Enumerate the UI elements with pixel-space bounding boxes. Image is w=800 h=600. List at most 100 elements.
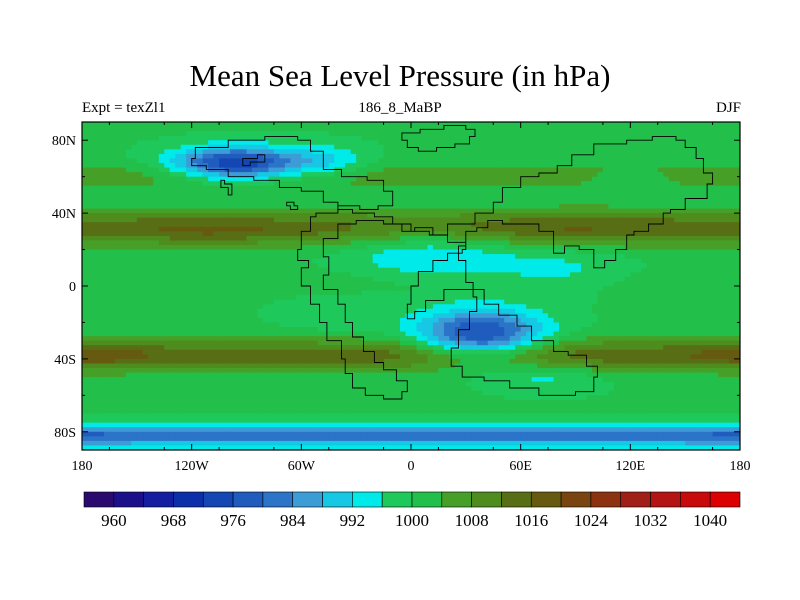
pressure-cell <box>142 149 149 155</box>
pressure-cell <box>635 304 642 310</box>
pressure-cell <box>520 276 527 283</box>
pressure-cell <box>537 245 544 251</box>
pressure-cell <box>526 290 533 296</box>
pressure-cell <box>564 231 571 237</box>
pressure-cell <box>142 181 149 187</box>
pressure-cell <box>690 272 697 278</box>
pressure-cell <box>180 131 187 137</box>
pressure-cell <box>624 158 631 164</box>
pressure-cell <box>416 194 423 201</box>
pressure-cell <box>394 135 401 141</box>
pressure-cell <box>82 135 89 141</box>
pressure-cell <box>224 163 231 169</box>
pressure-cell <box>597 135 604 141</box>
pressure-cell <box>498 222 505 228</box>
pressure-cell <box>674 149 681 155</box>
pressure-cell <box>230 295 237 301</box>
pressure-cell <box>306 276 313 283</box>
pressure-cell <box>224 122 231 128</box>
pressure-cell <box>273 163 280 169</box>
pressure-cell <box>591 135 599 141</box>
pressure-cell <box>328 181 335 187</box>
pressure-cell <box>394 231 401 237</box>
pressure-cell <box>635 185 642 191</box>
pressure-cell <box>312 194 319 201</box>
pressure-cell <box>542 208 549 214</box>
pressure-cell <box>224 185 231 191</box>
pressure-cell <box>306 258 313 264</box>
pressure-cell <box>729 290 736 296</box>
pressure-cell <box>465 281 472 287</box>
pressure-cell <box>602 286 609 292</box>
pressure-cell <box>383 263 390 269</box>
pressure-cell <box>454 144 461 150</box>
pressure-cell <box>301 144 308 150</box>
pressure-cell <box>520 213 527 219</box>
pressure-cell <box>202 140 209 146</box>
pressure-cell <box>372 267 379 273</box>
pressure-cell <box>663 235 670 242</box>
pressure-cell <box>482 240 489 246</box>
pressure-cell <box>323 122 330 128</box>
pressure-cell <box>723 149 730 155</box>
pressure-cell <box>367 199 374 205</box>
pressure-cell <box>487 272 494 278</box>
pressure-cell <box>537 231 544 237</box>
pressure-cell <box>273 231 280 237</box>
pressure-cell <box>202 299 209 305</box>
pressure-cell <box>279 122 286 128</box>
pressure-cell <box>120 122 127 128</box>
pressure-cell <box>169 258 176 264</box>
pressure-cell <box>323 245 330 251</box>
pressure-cell <box>158 276 165 283</box>
pressure-cell <box>498 226 505 232</box>
pressure-cell <box>208 153 215 160</box>
pressure-cell <box>542 222 549 228</box>
pressure-cell <box>284 144 291 150</box>
pressure-cell <box>597 208 604 214</box>
pressure-cell <box>624 258 631 264</box>
pressure-cell <box>548 245 555 251</box>
pressure-cell <box>619 131 626 137</box>
pressure-cell <box>504 249 511 255</box>
pressure-cell <box>723 290 730 296</box>
pressure-cell <box>559 235 566 242</box>
pressure-cell <box>602 204 609 210</box>
pressure-cell <box>230 276 237 283</box>
pressure-cell <box>394 153 401 160</box>
pressure-cell <box>602 185 609 191</box>
pressure-cell <box>383 167 390 173</box>
pressure-cell <box>224 217 231 223</box>
pressure-cell <box>367 149 374 155</box>
pressure-cell <box>169 172 176 178</box>
pressure-cell <box>608 290 615 296</box>
pressure-cell <box>487 295 494 301</box>
pressure-cell <box>652 208 659 214</box>
pressure-cell <box>273 149 280 155</box>
pressure-cell <box>197 204 204 210</box>
pressure-cell <box>591 235 599 242</box>
pressure-cell <box>729 281 736 287</box>
pressure-cell <box>186 245 193 251</box>
pressure-cell <box>306 194 313 201</box>
pressure-cell <box>120 199 127 205</box>
pressure-cell <box>284 213 291 219</box>
pressure-cell <box>707 122 714 128</box>
pressure-cell <box>284 295 291 301</box>
pressure-cell <box>712 122 719 128</box>
pressure-cell <box>180 172 187 178</box>
pressure-cell <box>509 217 516 223</box>
pressure-cell <box>339 208 346 214</box>
pressure-cell <box>290 235 297 242</box>
pressure-cell <box>559 131 566 137</box>
pressure-cell <box>169 167 176 173</box>
pressure-cell <box>421 249 429 255</box>
pressure-cell <box>570 249 577 255</box>
pressure-cell <box>515 158 522 164</box>
pressure-cell <box>295 208 302 214</box>
pressure-cell <box>641 126 648 132</box>
pressure-cell <box>82 267 89 273</box>
pressure-cell <box>405 276 412 283</box>
pressure-cell <box>186 194 193 201</box>
pressure-cell <box>378 258 385 264</box>
